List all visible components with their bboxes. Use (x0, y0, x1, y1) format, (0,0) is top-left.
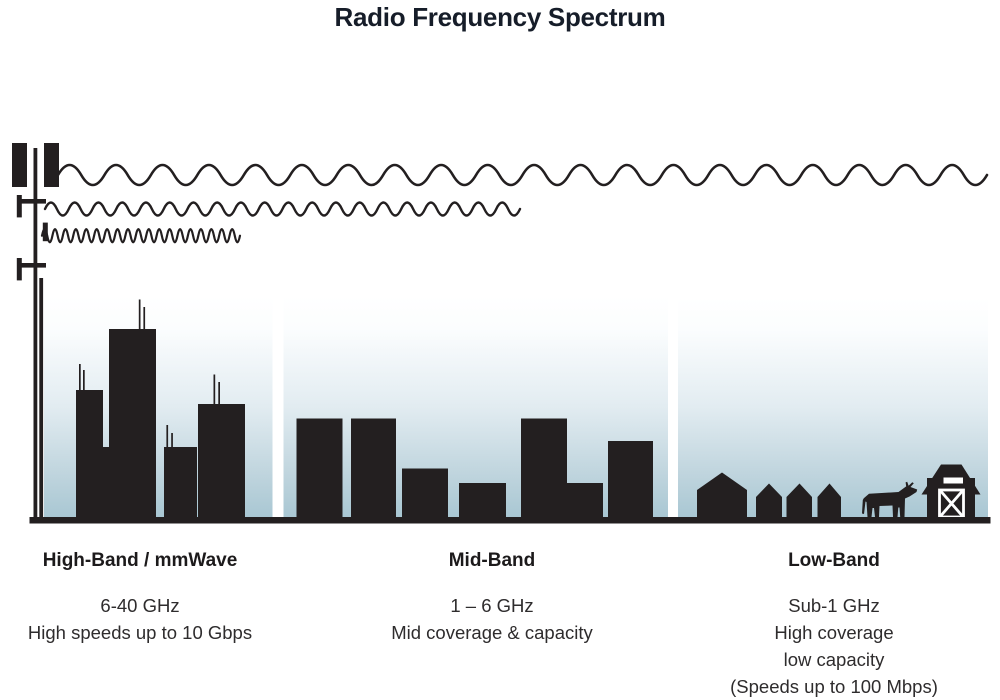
building (198, 404, 245, 517)
houses-icon (697, 472, 841, 517)
short-wave-icon (40, 228, 242, 244)
band-detail: (Speeds up to 100 Mbps) (730, 676, 938, 697)
tower-crossarm (17, 199, 46, 204)
band-detail: Mid coverage & capacity (391, 622, 593, 643)
cell-tower-icon (12, 143, 59, 517)
band-name: Low-Band (788, 550, 880, 571)
rooftop-antenna (166, 425, 169, 447)
radio-waves (40, 163, 989, 244)
band-detail: High speeds up to 10 Gbps (27, 622, 253, 643)
tower-small-antenna (16, 195, 22, 218)
band-frequency: 1 – 6 GHz (450, 595, 534, 616)
rooftop-antenna (143, 307, 146, 329)
sky-panel-midband (283, 296, 668, 517)
band-description: 1 – 6 GHz Mid coverage & capacity (362, 592, 622, 646)
band-detail: low capacity (783, 649, 885, 670)
rooftop-antenna (218, 382, 220, 404)
building (608, 441, 653, 517)
rooftop-antenna (79, 364, 81, 391)
band-detail: High coverage (774, 622, 894, 643)
rooftop-antenna (213, 374, 216, 405)
rooftop-antenna (171, 433, 173, 447)
building (76, 390, 103, 517)
rooftop-antenna (138, 299, 141, 330)
band-label-high: High-Band / mmWave 6-40 GHz High speeds … (20, 0, 260, 700)
long-wave-icon (56, 163, 989, 187)
house (697, 472, 747, 517)
building (402, 468, 448, 517)
tower-mast (33, 148, 38, 517)
midrise-buildings-icon (296, 418, 653, 517)
building (567, 483, 603, 517)
building (103, 447, 109, 517)
barn-icon (921, 464, 981, 519)
band-name: High-Band / mmWave (42, 550, 238, 571)
cow-icon (862, 481, 918, 517)
band-frequency: 6-40 GHz (100, 595, 180, 616)
tower-antenna-panel (12, 143, 27, 187)
band-description: 6-40 GHz High speeds up to 10 Gbps (20, 592, 260, 646)
medium-wave-icon (43, 201, 522, 217)
rooftop-antenna (83, 370, 85, 391)
building (351, 418, 396, 517)
skyscrapers-icon (76, 299, 245, 517)
page-title: Radio Frequency Spectrum (334, 2, 666, 32)
barn-loft-vent (943, 477, 963, 484)
band-label-low: Low-Band Sub-1 GHz High coverage low cap… (704, 0, 964, 700)
band-frequency: Sub-1 GHz (788, 595, 880, 616)
band-description: Sub-1 GHz High coverage low capacity (Sp… (704, 592, 964, 700)
tower-antenna-panel (44, 143, 59, 187)
house (817, 483, 841, 517)
tower-small-antenna (42, 222, 48, 242)
tower-mast (39, 278, 44, 517)
barn-door-cross (939, 490, 964, 517)
building (296, 418, 343, 517)
tower-small-antenna (16, 258, 22, 281)
ground-line (29, 517, 991, 524)
building (164, 447, 197, 517)
tower-crossarm (17, 263, 46, 268)
building (109, 329, 156, 517)
building (521, 418, 567, 517)
house (756, 483, 782, 517)
band-label-mid: Mid-Band 1 – 6 GHz Mid coverage & capaci… (362, 0, 622, 700)
band-name: Mid-Band (448, 550, 536, 571)
building (459, 483, 506, 517)
house (786, 483, 812, 517)
